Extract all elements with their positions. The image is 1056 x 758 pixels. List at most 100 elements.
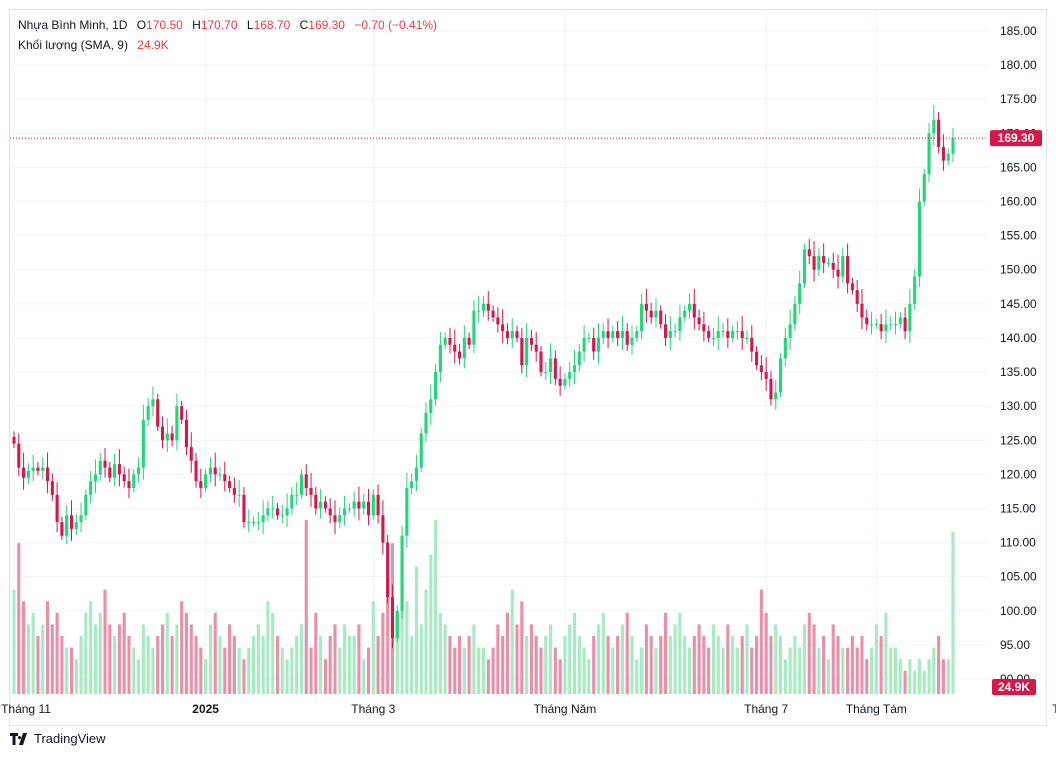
volume-bar bbox=[295, 636, 299, 694]
time-axis[interactable]: Tháng 11 2025 Tháng 3 Tháng Năm Tháng 7 Tháng… bbox=[1, 702, 1056, 716]
volume-bar bbox=[836, 636, 840, 694]
volume-bar bbox=[735, 647, 739, 694]
volume-bar bbox=[251, 636, 256, 694]
candle-body bbox=[501, 324, 505, 332]
candle-body bbox=[323, 501, 327, 509]
candle-body bbox=[620, 331, 624, 338]
candle-body bbox=[400, 535, 404, 611]
candle-body bbox=[448, 337, 452, 345]
volume-bar bbox=[184, 612, 189, 694]
candle-body bbox=[889, 324, 893, 326]
candle-body bbox=[218, 474, 222, 476]
candle-body bbox=[304, 474, 308, 489]
candle-body bbox=[434, 372, 438, 400]
candle-body bbox=[395, 610, 399, 639]
volume-bar bbox=[927, 659, 931, 694]
volume-bar bbox=[357, 624, 361, 694]
volume-bar bbox=[170, 636, 174, 694]
candle-body bbox=[146, 406, 150, 420]
candle-body bbox=[692, 303, 696, 318]
candle-body bbox=[673, 331, 677, 333]
volume-bar bbox=[141, 624, 145, 694]
volume-bar bbox=[333, 624, 337, 694]
volume-bar bbox=[462, 647, 466, 694]
volume-bar bbox=[702, 636, 706, 694]
candle-body bbox=[228, 481, 232, 489]
volume-bar bbox=[491, 647, 495, 694]
volume-bar bbox=[687, 647, 692, 694]
volume-bar bbox=[304, 520, 308, 694]
volume-bar bbox=[266, 601, 270, 694]
price-tick-label: 185.00 bbox=[1000, 24, 1037, 38]
volume-bar bbox=[165, 612, 169, 694]
candle-body bbox=[295, 494, 299, 496]
candle-body bbox=[366, 501, 371, 516]
volume-bar bbox=[362, 659, 366, 694]
volume-bar bbox=[156, 636, 160, 694]
volume-bar bbox=[31, 612, 35, 694]
candle-body bbox=[84, 494, 88, 516]
volume-bar bbox=[534, 636, 538, 694]
candle-body bbox=[941, 146, 945, 161]
volume-bar bbox=[79, 636, 83, 694]
volume-bar bbox=[208, 624, 212, 694]
candle-body bbox=[563, 378, 567, 386]
candle-body bbox=[946, 153, 950, 161]
candle-body bbox=[783, 337, 787, 359]
candle-body bbox=[630, 337, 634, 345]
volume-bar bbox=[438, 612, 442, 694]
candle-body bbox=[237, 494, 241, 496]
candle-body bbox=[759, 365, 763, 373]
candle-body bbox=[271, 508, 275, 510]
volume-bar bbox=[505, 612, 510, 694]
volume-bar bbox=[347, 636, 351, 694]
candle-body bbox=[611, 331, 615, 338]
volume-bar bbox=[290, 647, 294, 694]
low-value: 168.70 bbox=[253, 18, 291, 32]
volume-bar bbox=[496, 624, 500, 694]
volume-bar bbox=[611, 647, 615, 694]
volume-bar bbox=[764, 612, 768, 694]
candle-body bbox=[376, 494, 380, 516]
price-axis[interactable]: 185.00180.00175.00170.00165.00160.00155.… bbox=[1000, 24, 1037, 686]
candle-body bbox=[319, 501, 323, 509]
volume-bar bbox=[798, 647, 802, 694]
volume-bar bbox=[529, 624, 533, 694]
volume-bar bbox=[913, 670, 917, 694]
candle-body bbox=[299, 474, 304, 495]
volume-bar bbox=[127, 636, 131, 694]
volume-bar bbox=[520, 601, 524, 694]
volume-bar bbox=[223, 647, 227, 694]
candle-body bbox=[472, 310, 476, 345]
volume-bar bbox=[117, 624, 121, 694]
volume-bar bbox=[582, 647, 586, 694]
volume-bar bbox=[778, 636, 783, 694]
volume-bar bbox=[400, 589, 404, 694]
volume-bar bbox=[630, 636, 634, 694]
price-tick-label: 180.00 bbox=[1000, 58, 1037, 72]
symbol-label[interactable]: Nhựa Bình Minh, 1D bbox=[18, 18, 128, 32]
volume-bar bbox=[759, 589, 763, 694]
price-tick-label: 155.00 bbox=[1000, 229, 1037, 243]
candle-body bbox=[357, 501, 361, 509]
tradingview-logo[interactable]: TradingView bbox=[10, 731, 106, 746]
candle-body bbox=[932, 119, 936, 134]
time-tick-label: Tháng 11 bbox=[1, 702, 51, 716]
volume-bar bbox=[620, 624, 624, 694]
price-tick-label: 100.00 bbox=[1000, 604, 1037, 618]
volume-bar bbox=[371, 601, 375, 694]
candle-body bbox=[117, 464, 121, 475]
volume-bar bbox=[457, 636, 462, 694]
volume-bar bbox=[716, 636, 720, 694]
candle-body bbox=[390, 597, 395, 639]
volume-label[interactable]: Khối lượng (SMA, 9) bbox=[18, 38, 128, 52]
volume-bar bbox=[175, 624, 179, 694]
candle-body bbox=[644, 303, 648, 311]
volume-bar bbox=[860, 636, 864, 694]
candle-body bbox=[592, 337, 596, 352]
volume-bar bbox=[319, 636, 323, 694]
candle-body bbox=[31, 467, 35, 471]
candle-body bbox=[606, 331, 610, 338]
time-tick-label: Tháng Năm bbox=[534, 702, 597, 716]
